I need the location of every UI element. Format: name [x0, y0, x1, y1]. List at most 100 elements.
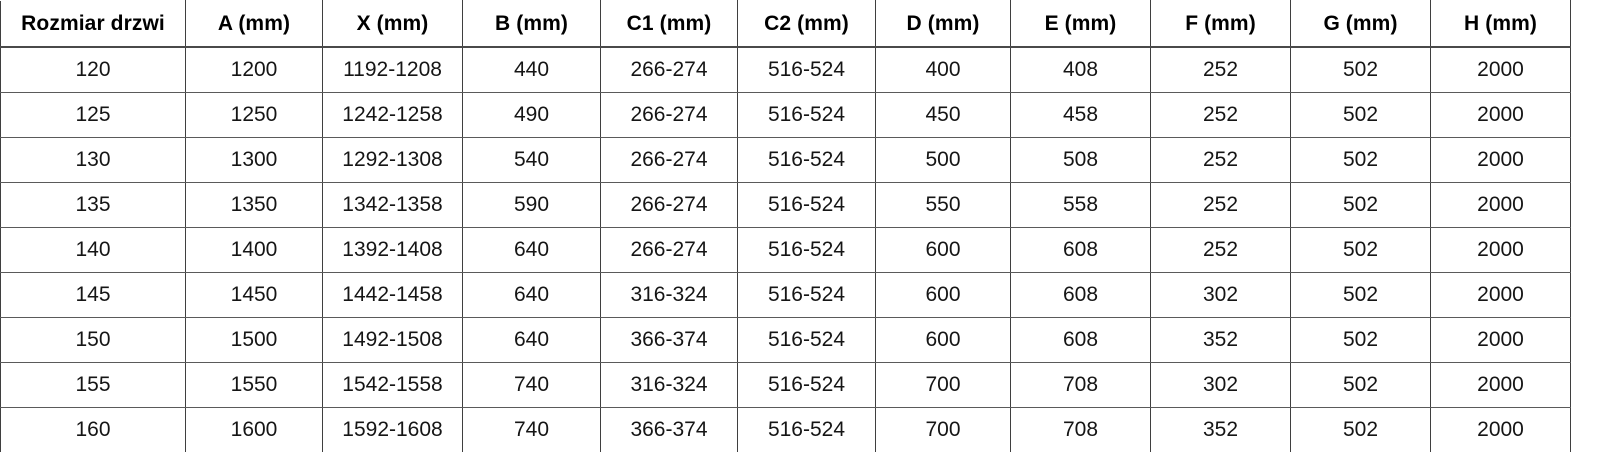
- cell-rozmiar-drzwi: 120: [0, 47, 186, 93]
- cell-a: 1550: [185, 362, 323, 408]
- cell-g: 502: [1290, 362, 1431, 408]
- cell-c1: 366-374: [600, 317, 738, 363]
- cell-h: 2000: [1430, 47, 1571, 93]
- column-header-rozmiar-drzwi: Rozmiar drzwi: [0, 0, 186, 48]
- cell-b: 740: [462, 407, 601, 453]
- cell-x: 1442-1458: [322, 272, 463, 318]
- cell-g: 502: [1290, 182, 1431, 228]
- cell-rozmiar-drzwi: 160: [0, 407, 186, 453]
- table-row: 140 1400 1392-1408 640 266-274 516-524 6…: [0, 227, 1571, 273]
- cell-f: 302: [1150, 362, 1291, 408]
- cell-h: 2000: [1430, 272, 1571, 318]
- cell-e: 708: [1010, 407, 1151, 453]
- cell-a: 1450: [185, 272, 323, 318]
- cell-rozmiar-drzwi: 140: [0, 227, 186, 273]
- cell-x: 1342-1358: [322, 182, 463, 228]
- cell-x: 1592-1608: [322, 407, 463, 453]
- table-row: 130 1300 1292-1308 540 266-274 516-524 5…: [0, 137, 1571, 183]
- cell-h: 2000: [1430, 182, 1571, 228]
- column-header-e: E (mm): [1010, 0, 1151, 48]
- table-row: 150 1500 1492-1508 640 366-374 516-524 6…: [0, 317, 1571, 363]
- cell-c2: 516-524: [737, 47, 876, 93]
- cell-rozmiar-drzwi: 125: [0, 92, 186, 138]
- cell-b: 490: [462, 92, 601, 138]
- cell-h: 2000: [1430, 137, 1571, 183]
- table-body: 120 1200 1192-1208 440 266-274 516-524 4…: [0, 47, 1571, 453]
- cell-b: 640: [462, 317, 601, 363]
- cell-c2: 516-524: [737, 362, 876, 408]
- column-header-h: H (mm): [1430, 0, 1571, 48]
- cell-a: 1600: [185, 407, 323, 453]
- cell-h: 2000: [1430, 407, 1571, 453]
- cell-g: 502: [1290, 92, 1431, 138]
- cell-e: 608: [1010, 317, 1151, 363]
- cell-d: 400: [875, 47, 1011, 93]
- cell-c2: 516-524: [737, 182, 876, 228]
- table-row: 145 1450 1442-1458 640 316-324 516-524 6…: [0, 272, 1571, 318]
- column-header-d: D (mm): [875, 0, 1011, 48]
- cell-b: 640: [462, 272, 601, 318]
- cell-b: 640: [462, 227, 601, 273]
- cell-d: 600: [875, 227, 1011, 273]
- cell-a: 1300: [185, 137, 323, 183]
- cell-a: 1400: [185, 227, 323, 273]
- cell-h: 2000: [1430, 362, 1571, 408]
- column-header-c1: C1 (mm): [600, 0, 738, 48]
- cell-f: 252: [1150, 47, 1291, 93]
- cell-b: 740: [462, 362, 601, 408]
- cell-a: 1200: [185, 47, 323, 93]
- cell-c2: 516-524: [737, 272, 876, 318]
- cell-c1: 316-324: [600, 272, 738, 318]
- cell-g: 502: [1290, 272, 1431, 318]
- cell-f: 352: [1150, 407, 1291, 453]
- cell-e: 608: [1010, 227, 1151, 273]
- cell-g: 502: [1290, 227, 1431, 273]
- table-row: 155 1550 1542-1558 740 316-324 516-524 7…: [0, 362, 1571, 408]
- cell-c1: 366-374: [600, 407, 738, 453]
- cell-rozmiar-drzwi: 155: [0, 362, 186, 408]
- cell-f: 252: [1150, 137, 1291, 183]
- cell-x: 1242-1258: [322, 92, 463, 138]
- cell-d: 450: [875, 92, 1011, 138]
- cell-h: 2000: [1430, 92, 1571, 138]
- cell-c1: 266-274: [600, 182, 738, 228]
- cell-d: 500: [875, 137, 1011, 183]
- cell-d: 600: [875, 317, 1011, 363]
- table-row: 135 1350 1342-1358 590 266-274 516-524 5…: [0, 182, 1571, 228]
- column-header-a: A (mm): [185, 0, 323, 48]
- cell-e: 608: [1010, 272, 1151, 318]
- column-header-c2: C2 (mm): [737, 0, 876, 48]
- cell-c1: 266-274: [600, 227, 738, 273]
- cell-d: 600: [875, 272, 1011, 318]
- cell-c1: 266-274: [600, 137, 738, 183]
- cell-a: 1250: [185, 92, 323, 138]
- cell-d: 700: [875, 362, 1011, 408]
- cell-e: 708: [1010, 362, 1151, 408]
- cell-f: 252: [1150, 182, 1291, 228]
- cell-h: 2000: [1430, 227, 1571, 273]
- cell-f: 302: [1150, 272, 1291, 318]
- cell-x: 1492-1508: [322, 317, 463, 363]
- cell-g: 502: [1290, 317, 1431, 363]
- cell-rozmiar-drzwi: 130: [0, 137, 186, 183]
- cell-rozmiar-drzwi: 150: [0, 317, 186, 363]
- cell-x: 1192-1208: [322, 47, 463, 93]
- cell-c2: 516-524: [737, 137, 876, 183]
- column-header-g: G (mm): [1290, 0, 1431, 48]
- cell-x: 1392-1408: [322, 227, 463, 273]
- cell-rozmiar-drzwi: 135: [0, 182, 186, 228]
- header-row: Rozmiar drzwi A (mm) X (mm) B (mm) C1 (m…: [0, 0, 1571, 48]
- table-row: 120 1200 1192-1208 440 266-274 516-524 4…: [0, 47, 1571, 93]
- cell-f: 252: [1150, 92, 1291, 138]
- cell-e: 458: [1010, 92, 1151, 138]
- cell-c2: 516-524: [737, 227, 876, 273]
- cell-b: 540: [462, 137, 601, 183]
- table-header: Rozmiar drzwi A (mm) X (mm) B (mm) C1 (m…: [0, 0, 1571, 48]
- cell-x: 1292-1308: [322, 137, 463, 183]
- cell-b: 440: [462, 47, 601, 93]
- cell-rozmiar-drzwi: 145: [0, 272, 186, 318]
- cell-a: 1350: [185, 182, 323, 228]
- cell-g: 502: [1290, 407, 1431, 453]
- cell-c1: 266-274: [600, 92, 738, 138]
